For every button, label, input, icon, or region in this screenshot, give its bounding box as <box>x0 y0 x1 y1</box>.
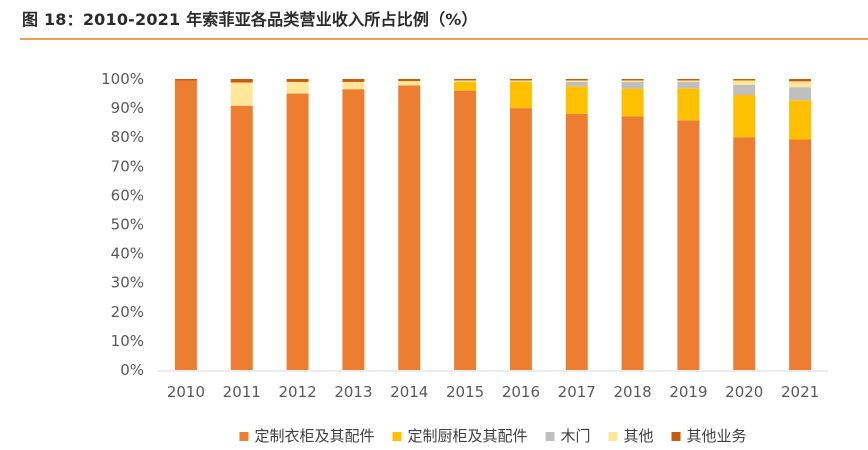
bar-segment <box>454 90 477 370</box>
bar-segment <box>230 105 253 370</box>
y-axis: 0% 10% 20% 30% 40% 50% 60% 70% 80% 90% 100% <box>101 70 144 379</box>
chart-title: 图 18：2010-2021 年索菲亚各品类营业收入所占比例（%） <box>22 10 478 29</box>
bar-segment <box>733 84 756 96</box>
bar-segment <box>230 82 253 106</box>
bar-segment <box>174 80 197 370</box>
legend-label: 其他 <box>624 427 654 445</box>
legend-label: 定制厨柜及其配件 <box>407 427 527 445</box>
legend-swatch <box>671 432 681 441</box>
y-tick-label: 20% <box>111 303 144 321</box>
x-tick-label: 2016 <box>502 383 540 401</box>
x-tick-label: 2014 <box>390 383 428 401</box>
bar-segment <box>789 81 812 88</box>
bar-segment <box>509 80 532 82</box>
bar-segment <box>509 81 532 109</box>
bar-segment <box>286 81 309 94</box>
bar-segment <box>621 80 644 82</box>
x-tick-label: 2021 <box>781 383 819 401</box>
bar-segment <box>789 139 812 370</box>
x-tick-label: 2019 <box>669 383 707 401</box>
bar-segment <box>677 79 700 81</box>
bar-segment <box>621 116 644 370</box>
y-tick-label: 30% <box>111 274 144 292</box>
bar-segment <box>454 80 477 82</box>
bar-segment <box>286 93 309 371</box>
bar-segment <box>789 87 812 101</box>
bar-segment <box>565 81 588 87</box>
y-tick-label: 60% <box>111 186 144 204</box>
x-tick-label: 2018 <box>613 383 651 401</box>
bar-segment <box>677 88 700 121</box>
bar-segment <box>509 108 532 370</box>
bar-segment <box>621 79 644 81</box>
bar-segment <box>509 79 532 81</box>
bar-segment <box>621 88 644 117</box>
y-tick-label: 0% <box>120 361 144 379</box>
y-tick-label: 40% <box>111 245 144 263</box>
bar-segment <box>677 80 700 82</box>
y-tick-label: 10% <box>111 332 144 350</box>
x-tick-label: 2011 <box>223 383 261 401</box>
bar-segment <box>733 80 756 85</box>
bar-segment <box>454 81 477 91</box>
y-tick-label: 100% <box>101 70 144 88</box>
bar-segment <box>398 85 421 370</box>
bar-segment <box>230 79 253 83</box>
y-tick-label: 70% <box>111 157 144 175</box>
bar-segment <box>565 80 588 82</box>
y-tick-label: 90% <box>111 99 144 117</box>
bar-segment <box>565 86 588 114</box>
title-underline <box>20 38 868 40</box>
bar-segment <box>621 81 644 89</box>
legend-swatch <box>392 432 402 441</box>
bar-segment <box>398 79 421 82</box>
bar-segment <box>286 79 309 82</box>
bar-segment <box>454 79 477 81</box>
bar-segment <box>733 137 756 370</box>
bar-segment <box>789 100 812 140</box>
bar-segment <box>677 120 700 371</box>
x-tick-label: 2020 <box>725 383 763 401</box>
y-tick-label: 50% <box>111 216 144 234</box>
x-axis: 2010 2011 2012 2013 2014 2015 2016 2017 2018 2019… <box>167 383 819 401</box>
bar-segment <box>677 81 700 89</box>
x-tick-label: 2012 <box>278 383 316 401</box>
bar-segment <box>342 81 365 90</box>
legend-swatch <box>239 432 249 441</box>
bar-segment <box>398 81 421 86</box>
bar-segment <box>733 95 756 138</box>
legend-swatch <box>608 432 618 441</box>
bar-segment <box>174 79 197 81</box>
bars <box>174 79 812 371</box>
x-tick-label: 2013 <box>334 383 372 401</box>
legend-label: 其他业务 <box>687 427 747 445</box>
x-tick-label: 2015 <box>446 383 484 401</box>
bar-segment <box>565 79 588 81</box>
x-tick-label: 2010 <box>167 383 205 401</box>
bar-segment <box>565 113 588 371</box>
bar-segment <box>342 79 365 82</box>
bar-segment <box>733 79 756 81</box>
legend-label: 定制衣柜及其配件 <box>254 427 374 445</box>
legend: 定制衣柜及其配件 定制厨柜及其配件 木门 其他 其他业务 <box>239 427 747 445</box>
bar-segment <box>789 79 812 82</box>
x-tick-label: 2017 <box>558 383 596 401</box>
y-tick-label: 80% <box>111 128 144 146</box>
bar-segment <box>342 89 365 370</box>
legend-label: 木门 <box>560 427 590 445</box>
legend-swatch <box>545 432 555 441</box>
